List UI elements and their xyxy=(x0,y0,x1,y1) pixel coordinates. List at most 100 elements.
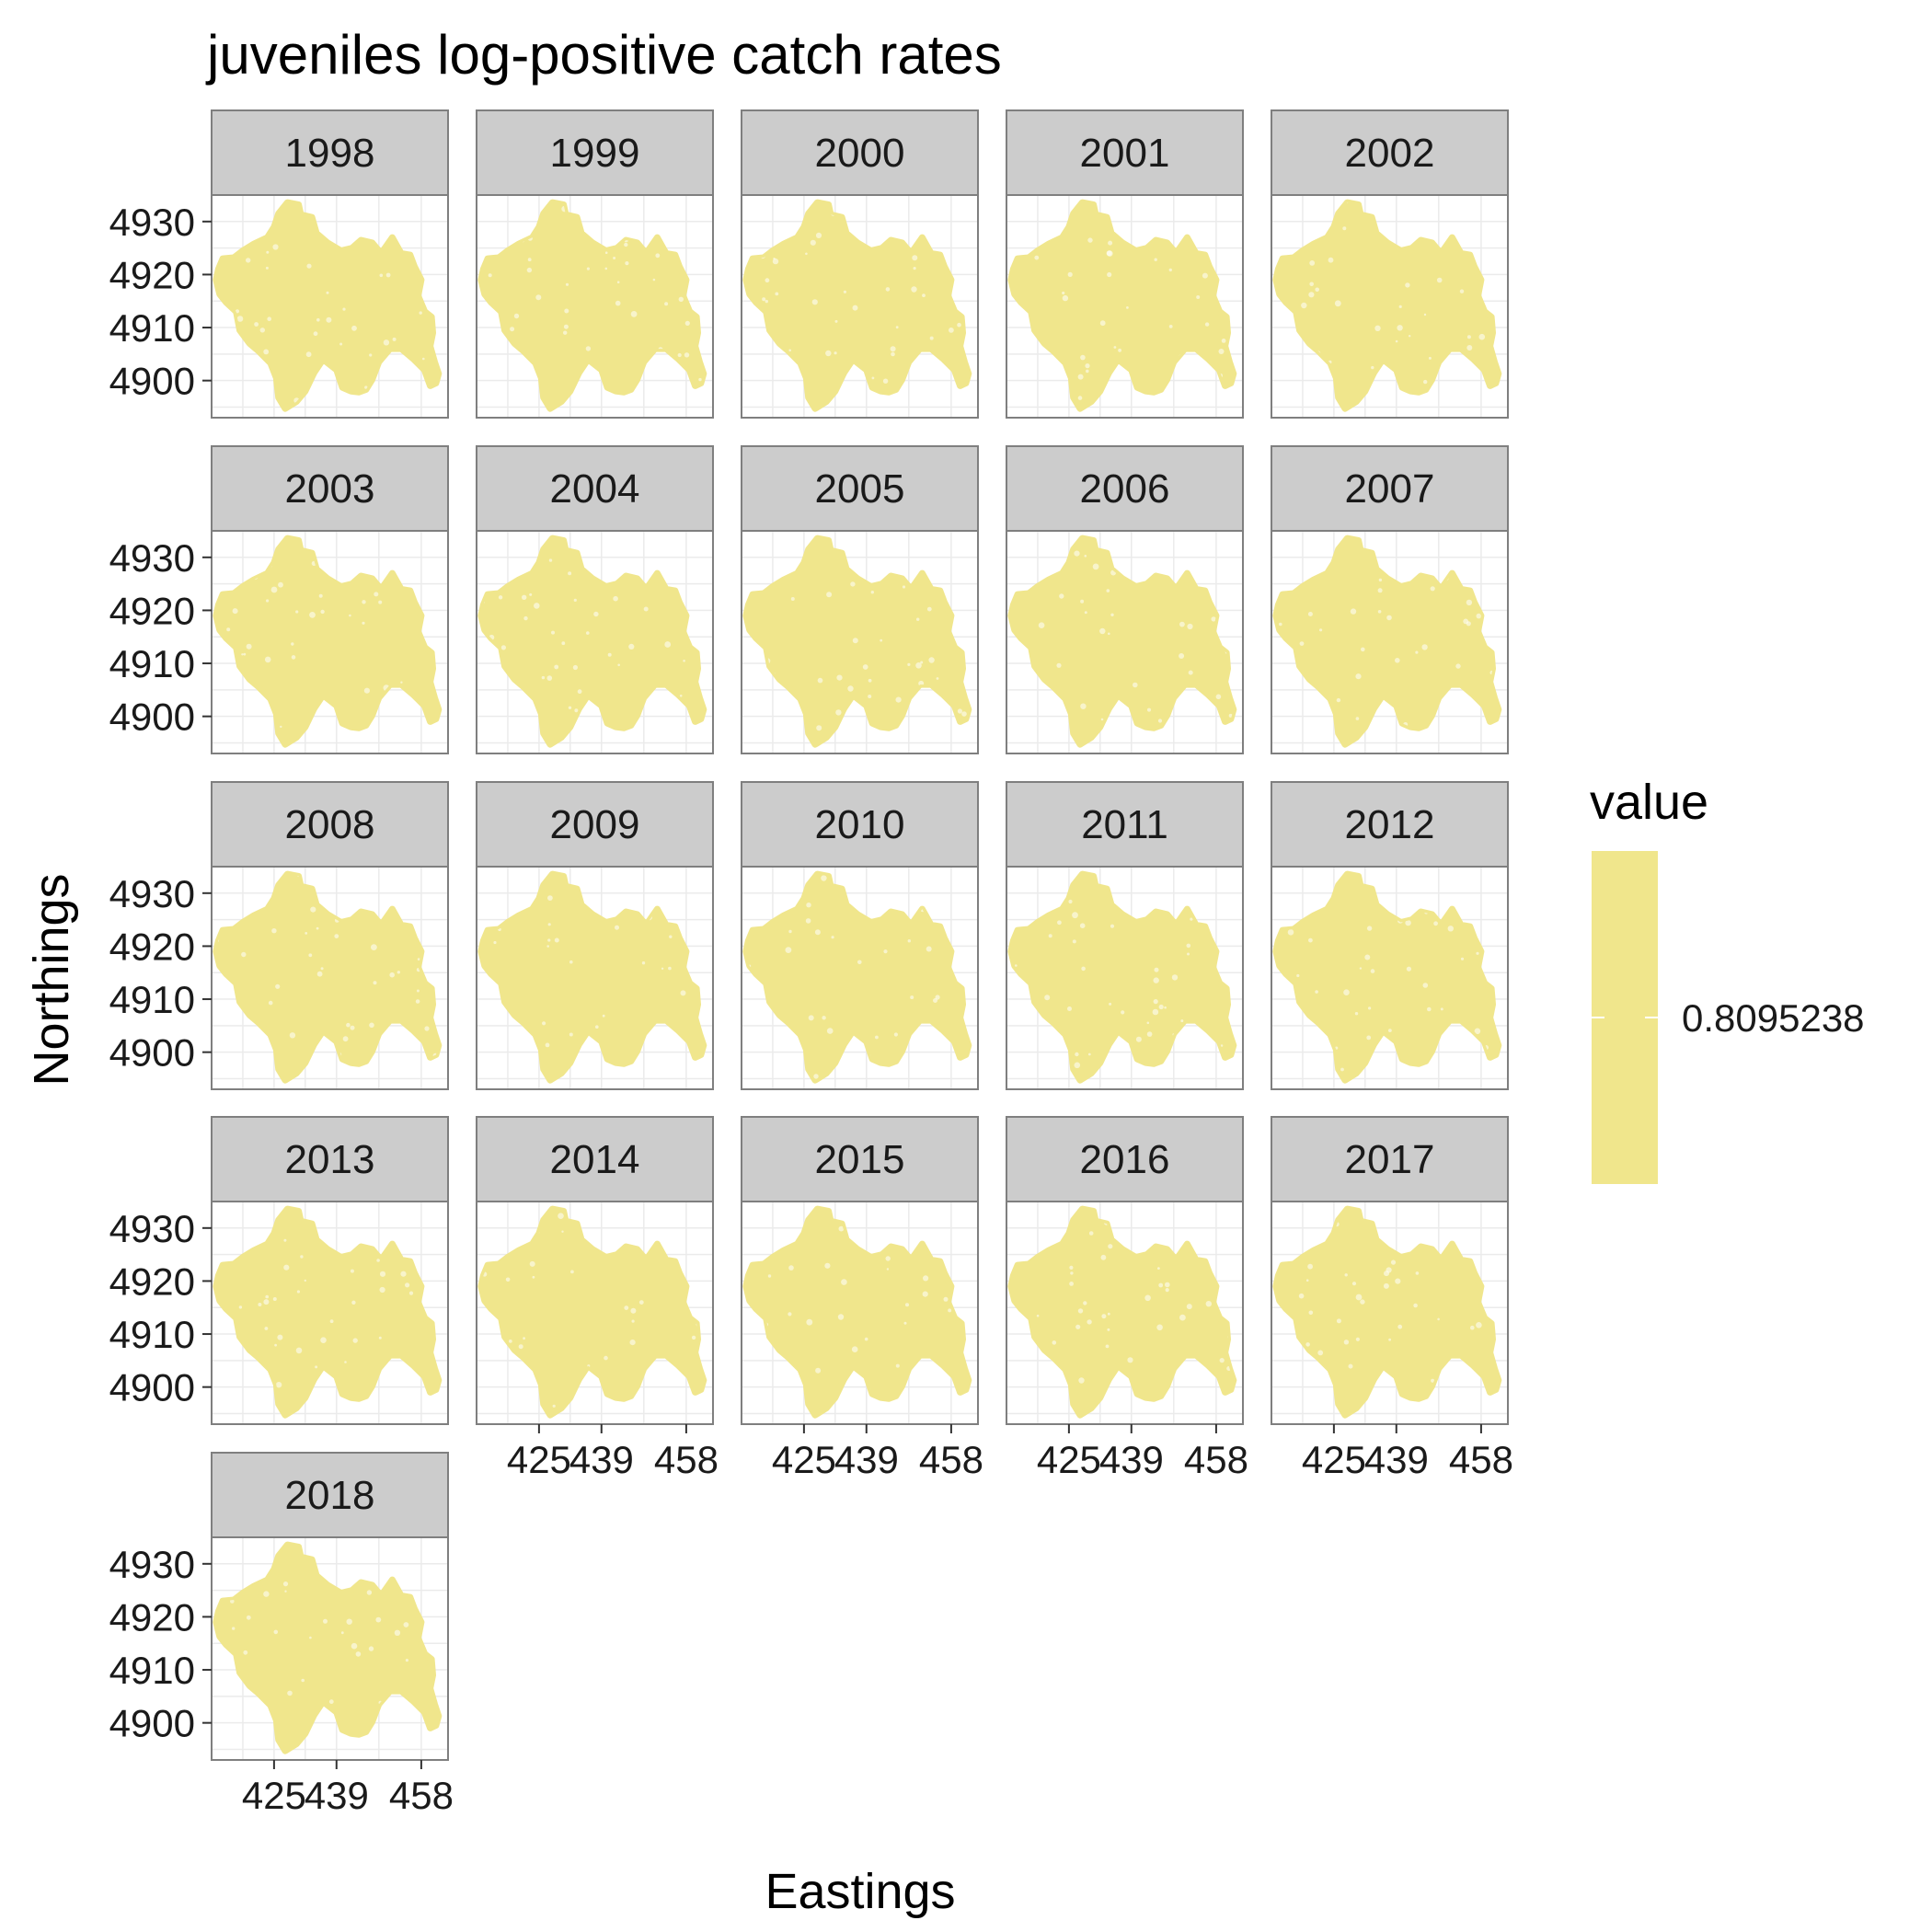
point-gap xyxy=(235,309,240,314)
point-gap xyxy=(903,1321,907,1325)
point-gap xyxy=(289,1032,296,1039)
point-gap xyxy=(1154,967,1159,972)
point-gap xyxy=(282,1581,289,1587)
point-gap xyxy=(1307,612,1313,616)
point-gap xyxy=(664,641,672,648)
point-gap xyxy=(1107,271,1112,278)
facet-strip xyxy=(211,1452,449,1538)
point-gap xyxy=(1378,578,1383,582)
facet-strip-label: 2017 xyxy=(1345,1137,1435,1182)
point-gap xyxy=(320,967,324,971)
point-gap xyxy=(805,252,808,256)
point-gap xyxy=(306,263,312,269)
point-gap xyxy=(323,1618,328,1624)
point-cloud-edge xyxy=(1007,1205,1237,1419)
point-cloud-edge xyxy=(1272,1205,1502,1419)
point-gap xyxy=(364,385,368,389)
point-gap xyxy=(1084,555,1087,558)
point-gap xyxy=(1077,374,1084,380)
point-gap xyxy=(534,603,540,609)
point-gap xyxy=(264,1327,269,1330)
point-gap xyxy=(1204,322,1210,327)
point-gap xyxy=(1078,1377,1085,1384)
point-gap xyxy=(1390,1259,1397,1265)
point-cloud-edge xyxy=(213,535,443,748)
facet-panel-2001: 2001 xyxy=(1006,109,1244,419)
point-gap xyxy=(1431,1378,1435,1383)
point-cloud-edge xyxy=(742,870,972,1084)
x-tick-label: 458 xyxy=(919,1438,983,1481)
point-gap xyxy=(1077,1308,1084,1314)
point-cloud-edge xyxy=(213,199,443,412)
facet-panel-2012: 2012 xyxy=(1271,781,1509,1090)
point-gap xyxy=(545,1042,550,1048)
facet-strip-label: 2002 xyxy=(1345,131,1435,176)
point-cloud-edge xyxy=(742,1205,972,1419)
point-gap xyxy=(1305,1279,1309,1282)
point-gap xyxy=(1056,662,1062,668)
point-gap xyxy=(1344,1273,1348,1277)
point-gap xyxy=(1370,969,1375,973)
point-gap xyxy=(822,1016,826,1020)
point-gap xyxy=(301,1678,305,1683)
point-gap xyxy=(230,1599,235,1604)
chart-title: juveniles log-positive catch rates xyxy=(205,24,1002,86)
facet-panel-2009: 2009 xyxy=(476,781,714,1090)
point-gap xyxy=(1107,1312,1110,1316)
facet-strip-label: 2008 xyxy=(285,802,375,847)
point-gap xyxy=(275,983,281,989)
data-points xyxy=(477,535,707,748)
point-gap xyxy=(558,1213,564,1219)
point-gap xyxy=(400,681,403,684)
x-tick-label: 458 xyxy=(389,1774,454,1817)
point-gap xyxy=(564,308,569,314)
point-gap xyxy=(1423,313,1427,316)
facet-strip xyxy=(211,1116,449,1202)
point-gap xyxy=(834,319,838,323)
point-gap xyxy=(363,687,370,694)
point-gap xyxy=(1127,1357,1133,1363)
point-gap xyxy=(613,257,616,259)
y-tick-label: 4930 xyxy=(109,536,195,580)
point-gap xyxy=(263,349,270,355)
point-gap xyxy=(1081,966,1086,972)
point-gap xyxy=(569,960,573,964)
point-gap xyxy=(304,1279,306,1282)
point-cloud-edge xyxy=(213,870,443,1084)
point-gap xyxy=(661,967,664,970)
point-gap xyxy=(891,351,895,357)
point-gap xyxy=(283,1238,287,1242)
point-gap xyxy=(1342,226,1347,231)
point-gap xyxy=(625,261,629,266)
point-gap xyxy=(309,612,316,618)
point-gap xyxy=(316,317,320,322)
facet-strip xyxy=(211,781,449,868)
point-gap xyxy=(1158,1004,1164,1010)
point-gap xyxy=(424,1026,430,1031)
point-gap xyxy=(1319,628,1323,632)
point-gap xyxy=(595,1025,599,1029)
point-gap xyxy=(1106,589,1110,592)
facet-panel-2007: 2007 xyxy=(1271,445,1509,754)
point-gap xyxy=(1088,1231,1094,1236)
point-gap xyxy=(816,725,822,731)
data-points xyxy=(1272,870,1502,1084)
y-tick-label: 4920 xyxy=(109,1259,195,1303)
point-gap xyxy=(1221,339,1226,343)
point-gap xyxy=(850,581,856,587)
point-gap xyxy=(1383,1282,1389,1289)
point-gap xyxy=(616,281,620,283)
point-gap xyxy=(680,990,686,996)
point-gap xyxy=(1388,1029,1392,1032)
point-gap xyxy=(664,302,669,306)
point-gap xyxy=(548,558,553,562)
point-gap xyxy=(868,678,872,683)
point-gap xyxy=(1165,1288,1169,1293)
point-gap xyxy=(1220,1044,1224,1047)
point-gap xyxy=(346,1618,352,1625)
point-gap xyxy=(267,316,271,321)
point-gap xyxy=(630,1307,637,1314)
point-gap xyxy=(1133,682,1138,688)
point-gap xyxy=(272,1297,277,1301)
point-gap xyxy=(346,1022,351,1028)
